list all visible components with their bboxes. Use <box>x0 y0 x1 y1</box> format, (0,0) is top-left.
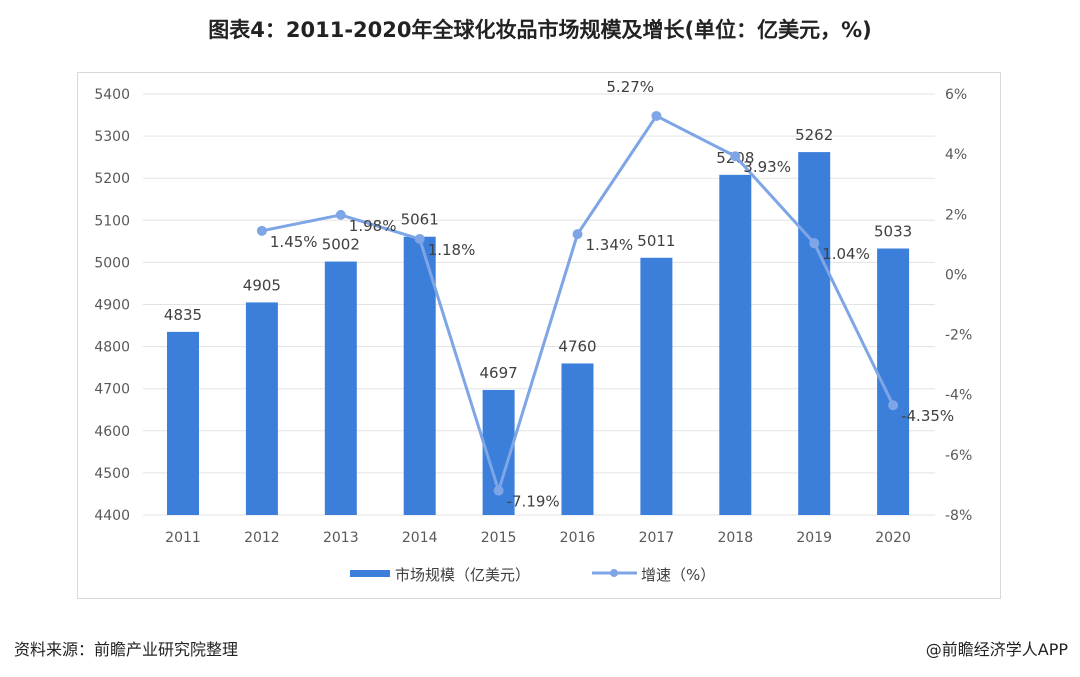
growth-value-label: 3.93% <box>743 158 791 176</box>
growth-value-label: 1.18% <box>428 241 476 259</box>
left-tick-label: 5000 <box>94 255 130 271</box>
bar <box>167 331 199 515</box>
bar <box>324 261 357 515</box>
growth-value-label: 1.04% <box>822 245 870 263</box>
right-tick-label: -2% <box>945 328 972 344</box>
growth-point <box>809 238 820 249</box>
right-tick-label: 4% <box>945 147 967 163</box>
x-tick-label: 2016 <box>560 530 596 546</box>
growth-point <box>493 485 504 496</box>
x-tick-label: 2013 <box>323 530 359 546</box>
chart-frame <box>77 72 1001 599</box>
legend-line-label: 增速（%） <box>641 566 715 584</box>
left-tick-label: 4900 <box>94 298 130 314</box>
growth-value-label: -7.19% <box>507 493 560 511</box>
right-tick-label: -8% <box>945 508 972 524</box>
bar-value-label: 5011 <box>637 232 675 250</box>
x-tick-label: 2014 <box>402 530 438 546</box>
left-tick-label: 5300 <box>94 129 130 145</box>
x-tick-label: 2015 <box>481 530 517 546</box>
growth-value-label: 1.34% <box>586 236 634 254</box>
bar-value-label: 5061 <box>401 211 439 229</box>
growth-value-label: -4.35% <box>901 407 954 425</box>
growth-value-label: 5.27% <box>606 78 654 96</box>
bar-value-label: 5033 <box>874 223 912 241</box>
bar-value-label: 4760 <box>558 337 596 355</box>
left-tick-label: 4600 <box>94 424 130 440</box>
growth-point <box>572 229 583 240</box>
legend-line-marker <box>610 569 618 577</box>
growth-value-label: 1.45% <box>270 233 318 251</box>
x-tick-label: 2018 <box>717 530 753 546</box>
bar <box>798 152 831 515</box>
bar <box>245 302 278 515</box>
x-tick-label: 2019 <box>796 530 832 546</box>
legend-bar-label: 市场规模（亿美元） <box>395 566 530 584</box>
bar <box>640 257 673 515</box>
left-tick-label: 4800 <box>94 340 130 356</box>
left-tick-label: 5100 <box>94 213 130 229</box>
left-tick-label: 4500 <box>94 466 130 482</box>
bar-value-label: 4697 <box>480 364 518 382</box>
right-tick-label: 0% <box>945 267 967 283</box>
right-tick-label: 2% <box>945 207 967 223</box>
source-note: 资料来源：前瞻产业研究院整理 <box>14 640 239 659</box>
left-tick-label: 5200 <box>94 171 130 187</box>
x-tick-label: 2011 <box>165 530 201 546</box>
right-tick-label: 6% <box>945 87 967 103</box>
x-tick-label: 2012 <box>244 530 280 546</box>
left-tick-label: 4700 <box>94 382 130 398</box>
credit: @前瞻经济学人APP <box>925 640 1068 659</box>
bar <box>561 363 594 515</box>
chart-title: 图表4：2011-2020年全球化妆品市场规模及增长(单位：亿美元，%) <box>208 18 872 42</box>
right-tick-label: -6% <box>945 448 972 464</box>
growth-value-label: 1.98% <box>349 217 397 235</box>
growth-point <box>651 110 662 121</box>
growth-point <box>335 209 346 220</box>
bar-value-label: 5002 <box>322 236 360 254</box>
growth-point <box>414 233 425 244</box>
x-tick-label: 2020 <box>875 530 911 546</box>
left-tick-label: 4400 <box>94 508 130 524</box>
bar-value-label: 4905 <box>243 276 281 294</box>
bar-value-label: 4835 <box>164 306 202 324</box>
x-tick-label: 2017 <box>639 530 675 546</box>
left-tick-label: 5400 <box>94 87 130 103</box>
bar <box>403 236 436 515</box>
legend-bar-swatch <box>350 570 390 577</box>
right-tick-label: -4% <box>945 388 972 404</box>
growth-point <box>730 151 741 162</box>
growth-point <box>256 225 267 236</box>
bar <box>719 174 752 515</box>
bar-value-label: 5262 <box>795 126 833 144</box>
growth-point <box>888 400 899 411</box>
